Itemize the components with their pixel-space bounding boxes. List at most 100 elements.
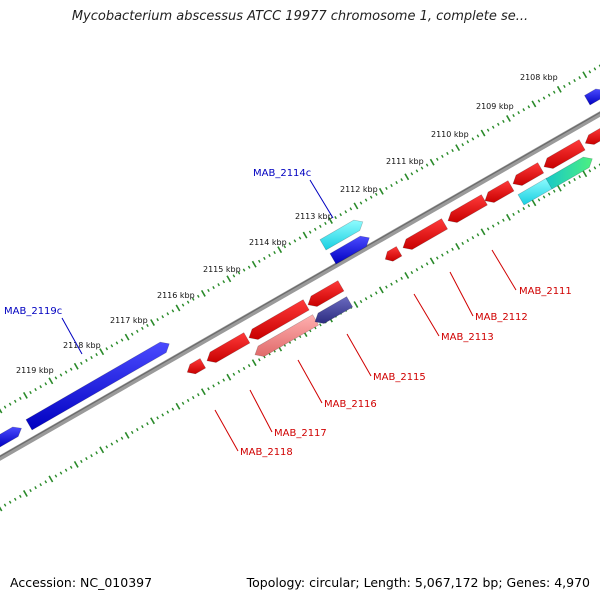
- inner-tick: [319, 323, 322, 327]
- outer-tick: [395, 181, 398, 185]
- outer-tick: [491, 125, 495, 129]
- outer-tick: [480, 129, 486, 137]
- leader-reverse: [346, 333, 372, 377]
- inner-tick: [146, 422, 149, 426]
- outer-tick: [90, 355, 93, 360]
- leader-reverse: [413, 293, 440, 337]
- outer-tick: [273, 251, 276, 255]
- inner-tick: [3, 503, 7, 507]
- outer-tick: [3, 405, 7, 409]
- outer-tick: [446, 151, 449, 156]
- inner-tick: [13, 497, 17, 501]
- gene-mab-2114c-cds: [319, 219, 364, 251]
- outer-tick: [486, 128, 490, 132]
- scale-label: 2108 kbp: [520, 73, 558, 82]
- scale-labels: 2108 kbp 2109 kbp 2110 kbp 2111 kbp 2112 kbp…: [16, 73, 558, 375]
- gene-label-leaders: [61, 179, 517, 452]
- inner-tick: [120, 436, 124, 440]
- gene-features: [0, 88, 600, 448]
- backbone-edge: [0, 111, 600, 458]
- inner-tick: [461, 241, 465, 246]
- inner-tick: [471, 236, 475, 240]
- map-title: Mycobacterium abscessus ATCC 19977 chrom…: [71, 9, 529, 24]
- inner-tick: [191, 395, 195, 400]
- inner-tick: [8, 500, 12, 504]
- outer-tick: [435, 157, 439, 161]
- inner-tick: [425, 262, 429, 266]
- outer-tick: [415, 169, 419, 173]
- outer-tick: [455, 144, 461, 152]
- outer-tick: [308, 230, 312, 234]
- outer-tick: [298, 236, 302, 240]
- outer-tick: [212, 285, 215, 290]
- outer-tick: [451, 148, 454, 153]
- outer-tick: [410, 172, 414, 176]
- inner-tick: [556, 184, 562, 192]
- outer-tick: [466, 140, 470, 144]
- outer-tick: [59, 373, 63, 377]
- gene-right-red: [584, 128, 600, 145]
- scale-label: 2113 kbp: [295, 212, 333, 221]
- gene-label-reverse: MAB_2118: [240, 447, 293, 458]
- leader-forward: [61, 317, 83, 355]
- outer-tick: [461, 143, 465, 147]
- outer-tick: [166, 312, 170, 316]
- outer-tick: [593, 67, 597, 71]
- outer-tick: [573, 79, 576, 83]
- outer-tick: [512, 113, 515, 118]
- outer-tick: [313, 227, 317, 231]
- outer-tick: [258, 259, 261, 263]
- inner-tick: [207, 387, 210, 391]
- inner-tick: [415, 268, 419, 272]
- gene-mab-2113-b: [402, 218, 448, 250]
- gene-label-reverse: MAB_2111: [519, 286, 572, 297]
- outer-tick: [34, 388, 37, 392]
- gene-mab-2112: [447, 194, 488, 223]
- scale-label: 2117 kbp: [110, 316, 148, 325]
- outer-tick: [232, 274, 236, 278]
- inner-tick: [29, 488, 32, 493]
- outer-tick: [293, 239, 297, 243]
- inner-tick: [22, 490, 28, 497]
- inner-tick: [226, 373, 232, 381]
- inner-tick: [175, 402, 181, 410]
- inner-tick: [400, 276, 404, 280]
- outer-tick: [344, 210, 348, 214]
- inner-tick: [212, 384, 215, 388]
- gene-mab-2115: [307, 280, 345, 307]
- outer-tick: [8, 402, 12, 406]
- outer-tick: [105, 347, 109, 351]
- gene-label-reverse: MAB_2113: [441, 332, 494, 343]
- inner-tick: [593, 166, 597, 170]
- outer-tick: [54, 376, 58, 380]
- outer-tick: [95, 353, 98, 357]
- outer-tick: [324, 221, 327, 225]
- inner-tick: [446, 250, 449, 254]
- leader-forward: [309, 179, 334, 219]
- gene-label-reverse: MAB_2112: [475, 312, 528, 323]
- inner-tick: [54, 474, 58, 478]
- inner-tick: [369, 294, 373, 298]
- inner-tick: [247, 364, 251, 368]
- inner-tick: [522, 207, 526, 211]
- gene-right-edge: [584, 88, 600, 106]
- inner-tick: [578, 175, 581, 179]
- outer-tick: [146, 323, 149, 328]
- outer-tick: [339, 213, 342, 217]
- outer-tick: [568, 81, 571, 86]
- inner-tick: [353, 301, 359, 308]
- backbone-line: [0, 111, 600, 461]
- outer-tick: [13, 399, 17, 403]
- gene-label-reverse: MAB_2115: [373, 372, 426, 383]
- leader-reverse: [449, 271, 474, 317]
- outer-tick: [588, 70, 592, 74]
- outer-tick: [552, 90, 556, 94]
- outer-tick: [476, 134, 480, 138]
- outer-tick: [429, 158, 435, 166]
- inner-tick: [429, 257, 435, 265]
- inner-tick: [237, 369, 241, 373]
- inner-tick: [531, 199, 537, 207]
- outer-tick: [268, 253, 271, 258]
- inner-tick: [385, 285, 388, 289]
- outer-tick: [359, 201, 363, 205]
